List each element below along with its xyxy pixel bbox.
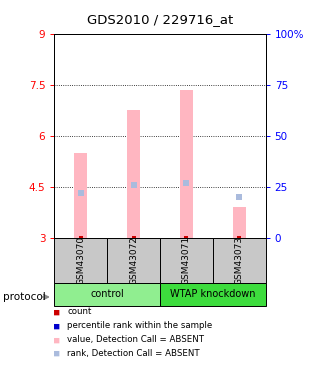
Bar [74,153,87,238]
Point [131,235,136,241]
Point [237,194,242,200]
Text: protocol: protocol [3,292,46,302]
Point [184,235,189,241]
Text: ■: ■ [54,321,60,330]
Bar [54,283,160,306]
Text: control: control [90,290,124,299]
Text: ■: ■ [54,349,60,358]
Bar [160,283,266,306]
Text: GSM43073: GSM43073 [235,236,244,285]
Bar [180,90,193,238]
Point [184,180,189,186]
Text: percentile rank within the sample: percentile rank within the sample [67,321,212,330]
Text: rank, Detection Call = ABSENT: rank, Detection Call = ABSENT [67,349,200,358]
Point [131,182,136,188]
Text: WTAP knockdown: WTAP knockdown [170,290,256,299]
Bar [160,238,213,283]
Text: GDS2010 / 229716_at: GDS2010 / 229716_at [87,13,233,26]
Text: count: count [67,308,92,316]
Text: ■: ■ [54,308,60,316]
Bar [127,110,140,238]
Bar [107,238,160,283]
Point [78,235,84,241]
Text: GSM43071: GSM43071 [182,236,191,285]
Point [237,235,242,241]
Text: GSM43070: GSM43070 [76,236,85,285]
Bar [213,238,266,283]
Bar [233,207,246,238]
Text: GSM43072: GSM43072 [129,236,138,285]
Bar [54,238,107,283]
Text: ■: ■ [54,335,60,344]
Text: value, Detection Call = ABSENT: value, Detection Call = ABSENT [67,335,204,344]
Point [78,190,84,196]
